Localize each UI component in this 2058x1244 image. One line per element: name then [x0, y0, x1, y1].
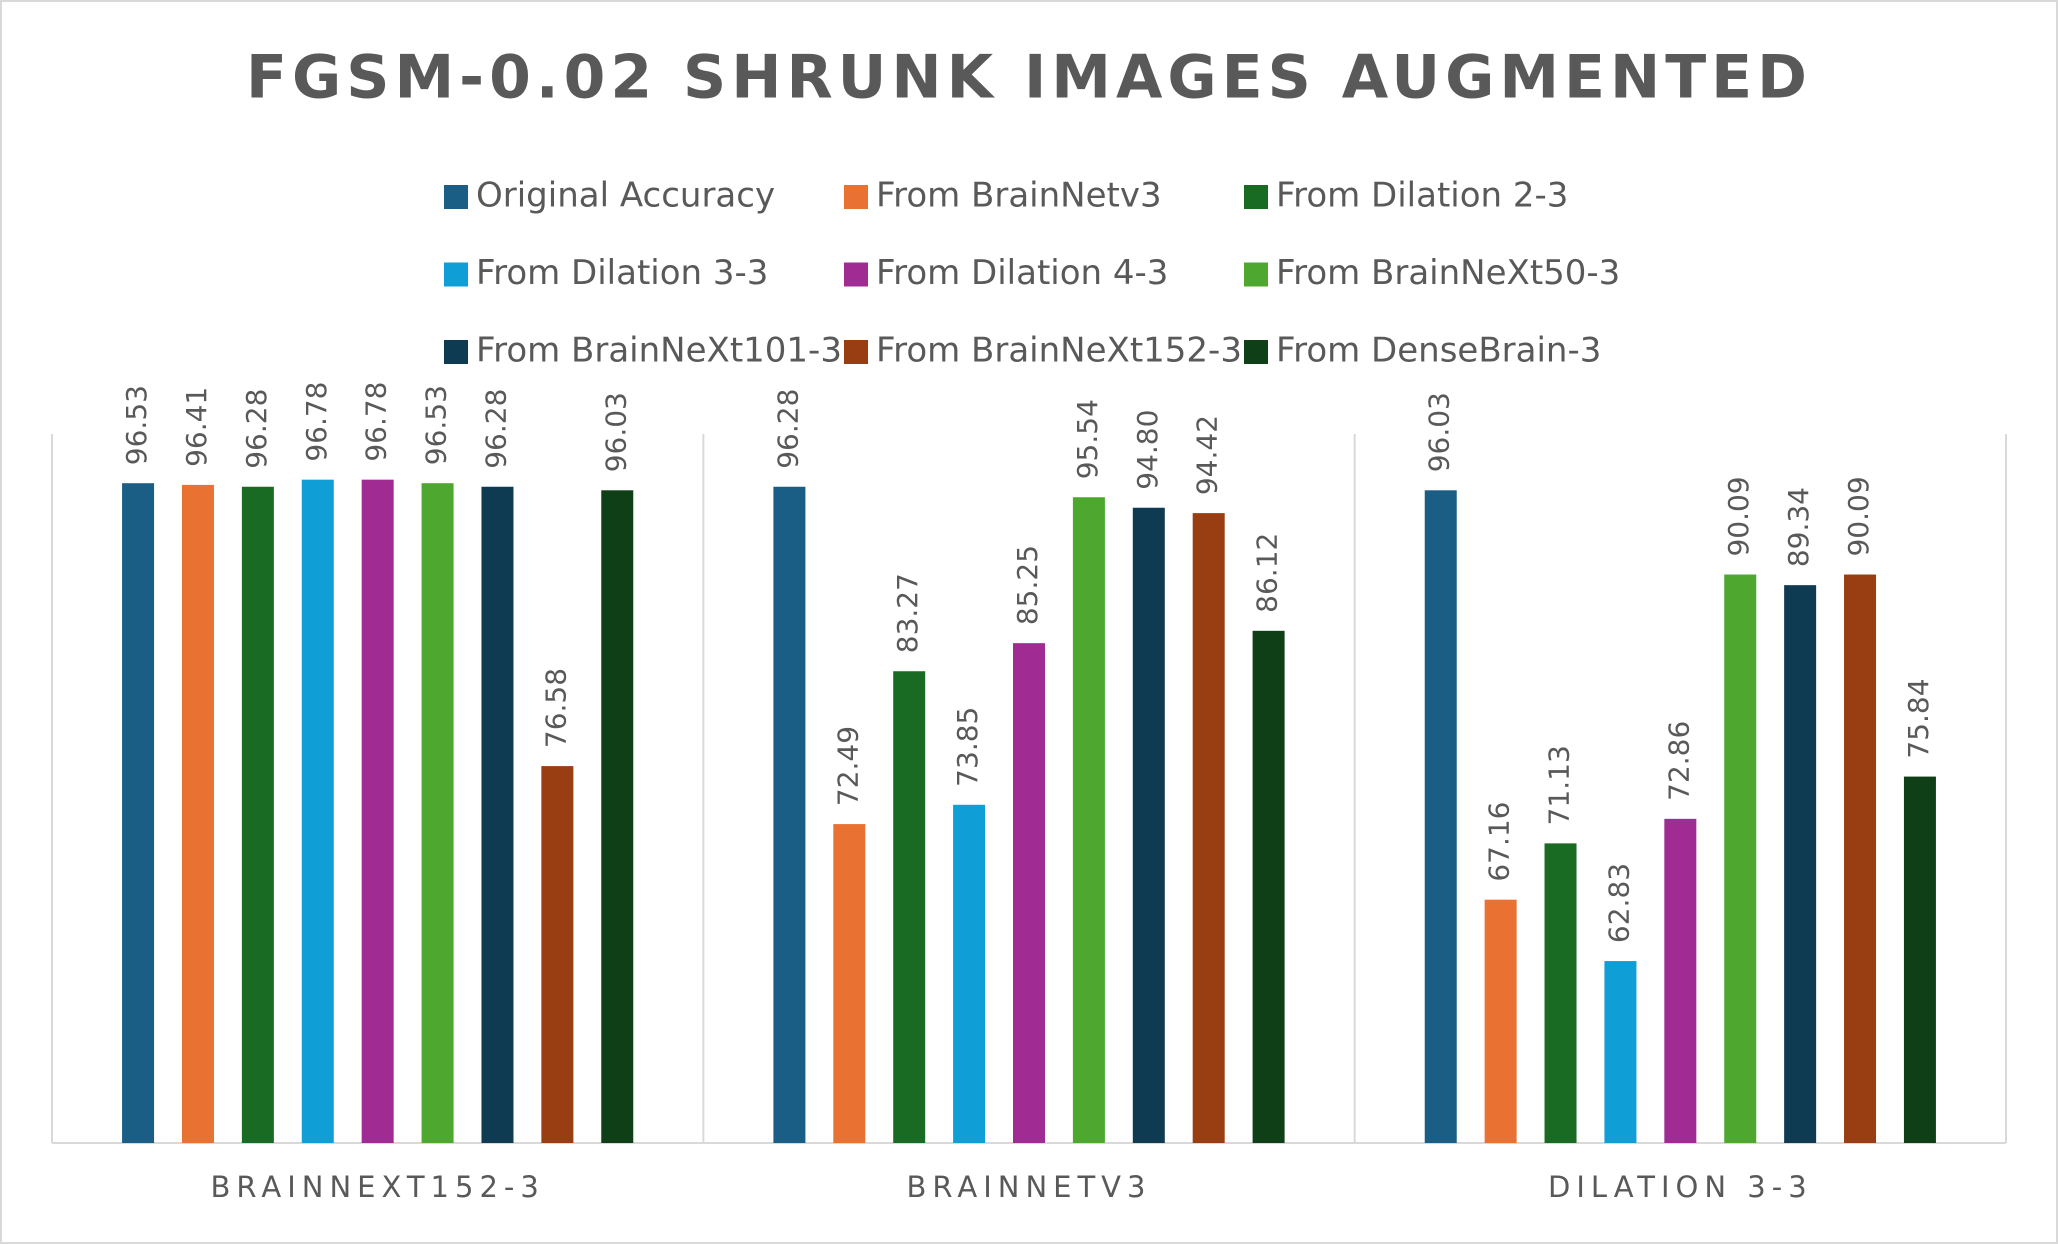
- bar: [181, 484, 214, 1143]
- data-label: 96.28: [240, 389, 273, 469]
- bar: [1903, 776, 1936, 1143]
- data-label: 85.25: [1011, 545, 1044, 625]
- bar: [1192, 513, 1225, 1143]
- data-label: 62.83: [1602, 863, 1635, 943]
- bar: [1844, 574, 1877, 1143]
- legend-label: From Dilation 3-3: [476, 253, 768, 293]
- data-label: 71.13: [1543, 745, 1576, 825]
- legend-swatch: [444, 262, 468, 287]
- data-label: 72.49: [831, 726, 864, 806]
- bar: [1544, 843, 1577, 1143]
- legend-label: From BrainNeXt152-3: [876, 331, 1242, 371]
- bar: [541, 766, 574, 1143]
- data-label: 86.12: [1251, 533, 1284, 613]
- data-label: 96.03: [599, 392, 632, 472]
- data-label: 75.84: [1902, 678, 1935, 758]
- bar: [1784, 585, 1817, 1143]
- bar: [1132, 507, 1165, 1144]
- legend-swatch: [1244, 185, 1268, 209]
- data-label: 96.41: [180, 387, 213, 467]
- bar: [241, 486, 274, 1143]
- legend-swatch: [844, 262, 868, 287]
- legend-swatch: [844, 340, 868, 364]
- bar: [1664, 818, 1697, 1143]
- bar: [1424, 490, 1457, 1144]
- data-label: 96.78: [360, 381, 393, 461]
- data-label: 96.03: [1423, 392, 1456, 472]
- bar: [1013, 643, 1045, 1143]
- data-label: 67.16: [1483, 801, 1516, 881]
- data-label: 83.27: [891, 573, 924, 653]
- legend-label: From Dilation 4-3: [876, 253, 1168, 293]
- data-label: 89.34: [1782, 487, 1815, 567]
- data-label: 73.85: [951, 707, 984, 787]
- legend-label: From Dilation 2-3: [1276, 176, 1568, 216]
- data-label: 96.53: [120, 385, 153, 465]
- data-label: 96.53: [420, 385, 453, 465]
- legend-label: From DenseBrain-3: [1276, 331, 1601, 371]
- bar: [421, 483, 454, 1143]
- chart-title: FGSM-0.02 SHRUNK IMAGES AUGMENTED: [246, 43, 1812, 113]
- legend-swatch: [444, 185, 468, 209]
- legend-label: Original Accuracy: [476, 176, 775, 216]
- legend-label: From BrainNeXt50-3: [1276, 253, 1620, 293]
- bar: [1072, 497, 1105, 1143]
- bar: [301, 479, 334, 1143]
- data-label: 76.58: [539, 668, 572, 748]
- data-label: 90.09: [1842, 476, 1875, 556]
- legend-swatch: [1244, 340, 1268, 364]
- bar: [601, 490, 634, 1144]
- data-label: 96.28: [479, 389, 512, 469]
- x-tick-label: BRAINNETV3: [907, 1170, 1152, 1204]
- data-label: 90.09: [1722, 476, 1755, 556]
- x-tick-label: BRAINNEXT152-3: [211, 1170, 545, 1204]
- data-label: 95.54: [1071, 399, 1104, 479]
- legend-label: From BrainNetv3: [876, 176, 1162, 216]
- data-label: 96.28: [771, 389, 804, 469]
- legend-swatch: [1244, 262, 1268, 287]
- bar: [833, 824, 866, 1143]
- legend-label: From BrainNeXt101-3: [476, 331, 842, 371]
- x-tick-label: DILATION 3-3: [1548, 1170, 1813, 1204]
- bar: [773, 486, 806, 1143]
- data-label: 94.80: [1131, 410, 1164, 490]
- legend-swatch: [444, 340, 468, 364]
- bar: [1252, 630, 1285, 1143]
- data-label: 72.86: [1662, 721, 1695, 801]
- bar: [361, 479, 394, 1143]
- bar: [481, 486, 514, 1143]
- legend-swatch: [844, 185, 868, 209]
- bar: [1604, 961, 1637, 1143]
- bar: [893, 671, 926, 1143]
- bar: [953, 804, 986, 1143]
- data-label: 96.78: [300, 381, 333, 461]
- data-label: 94.42: [1191, 415, 1224, 495]
- bar: [1484, 899, 1517, 1143]
- bar: [1724, 574, 1757, 1143]
- bar: [122, 483, 155, 1143]
